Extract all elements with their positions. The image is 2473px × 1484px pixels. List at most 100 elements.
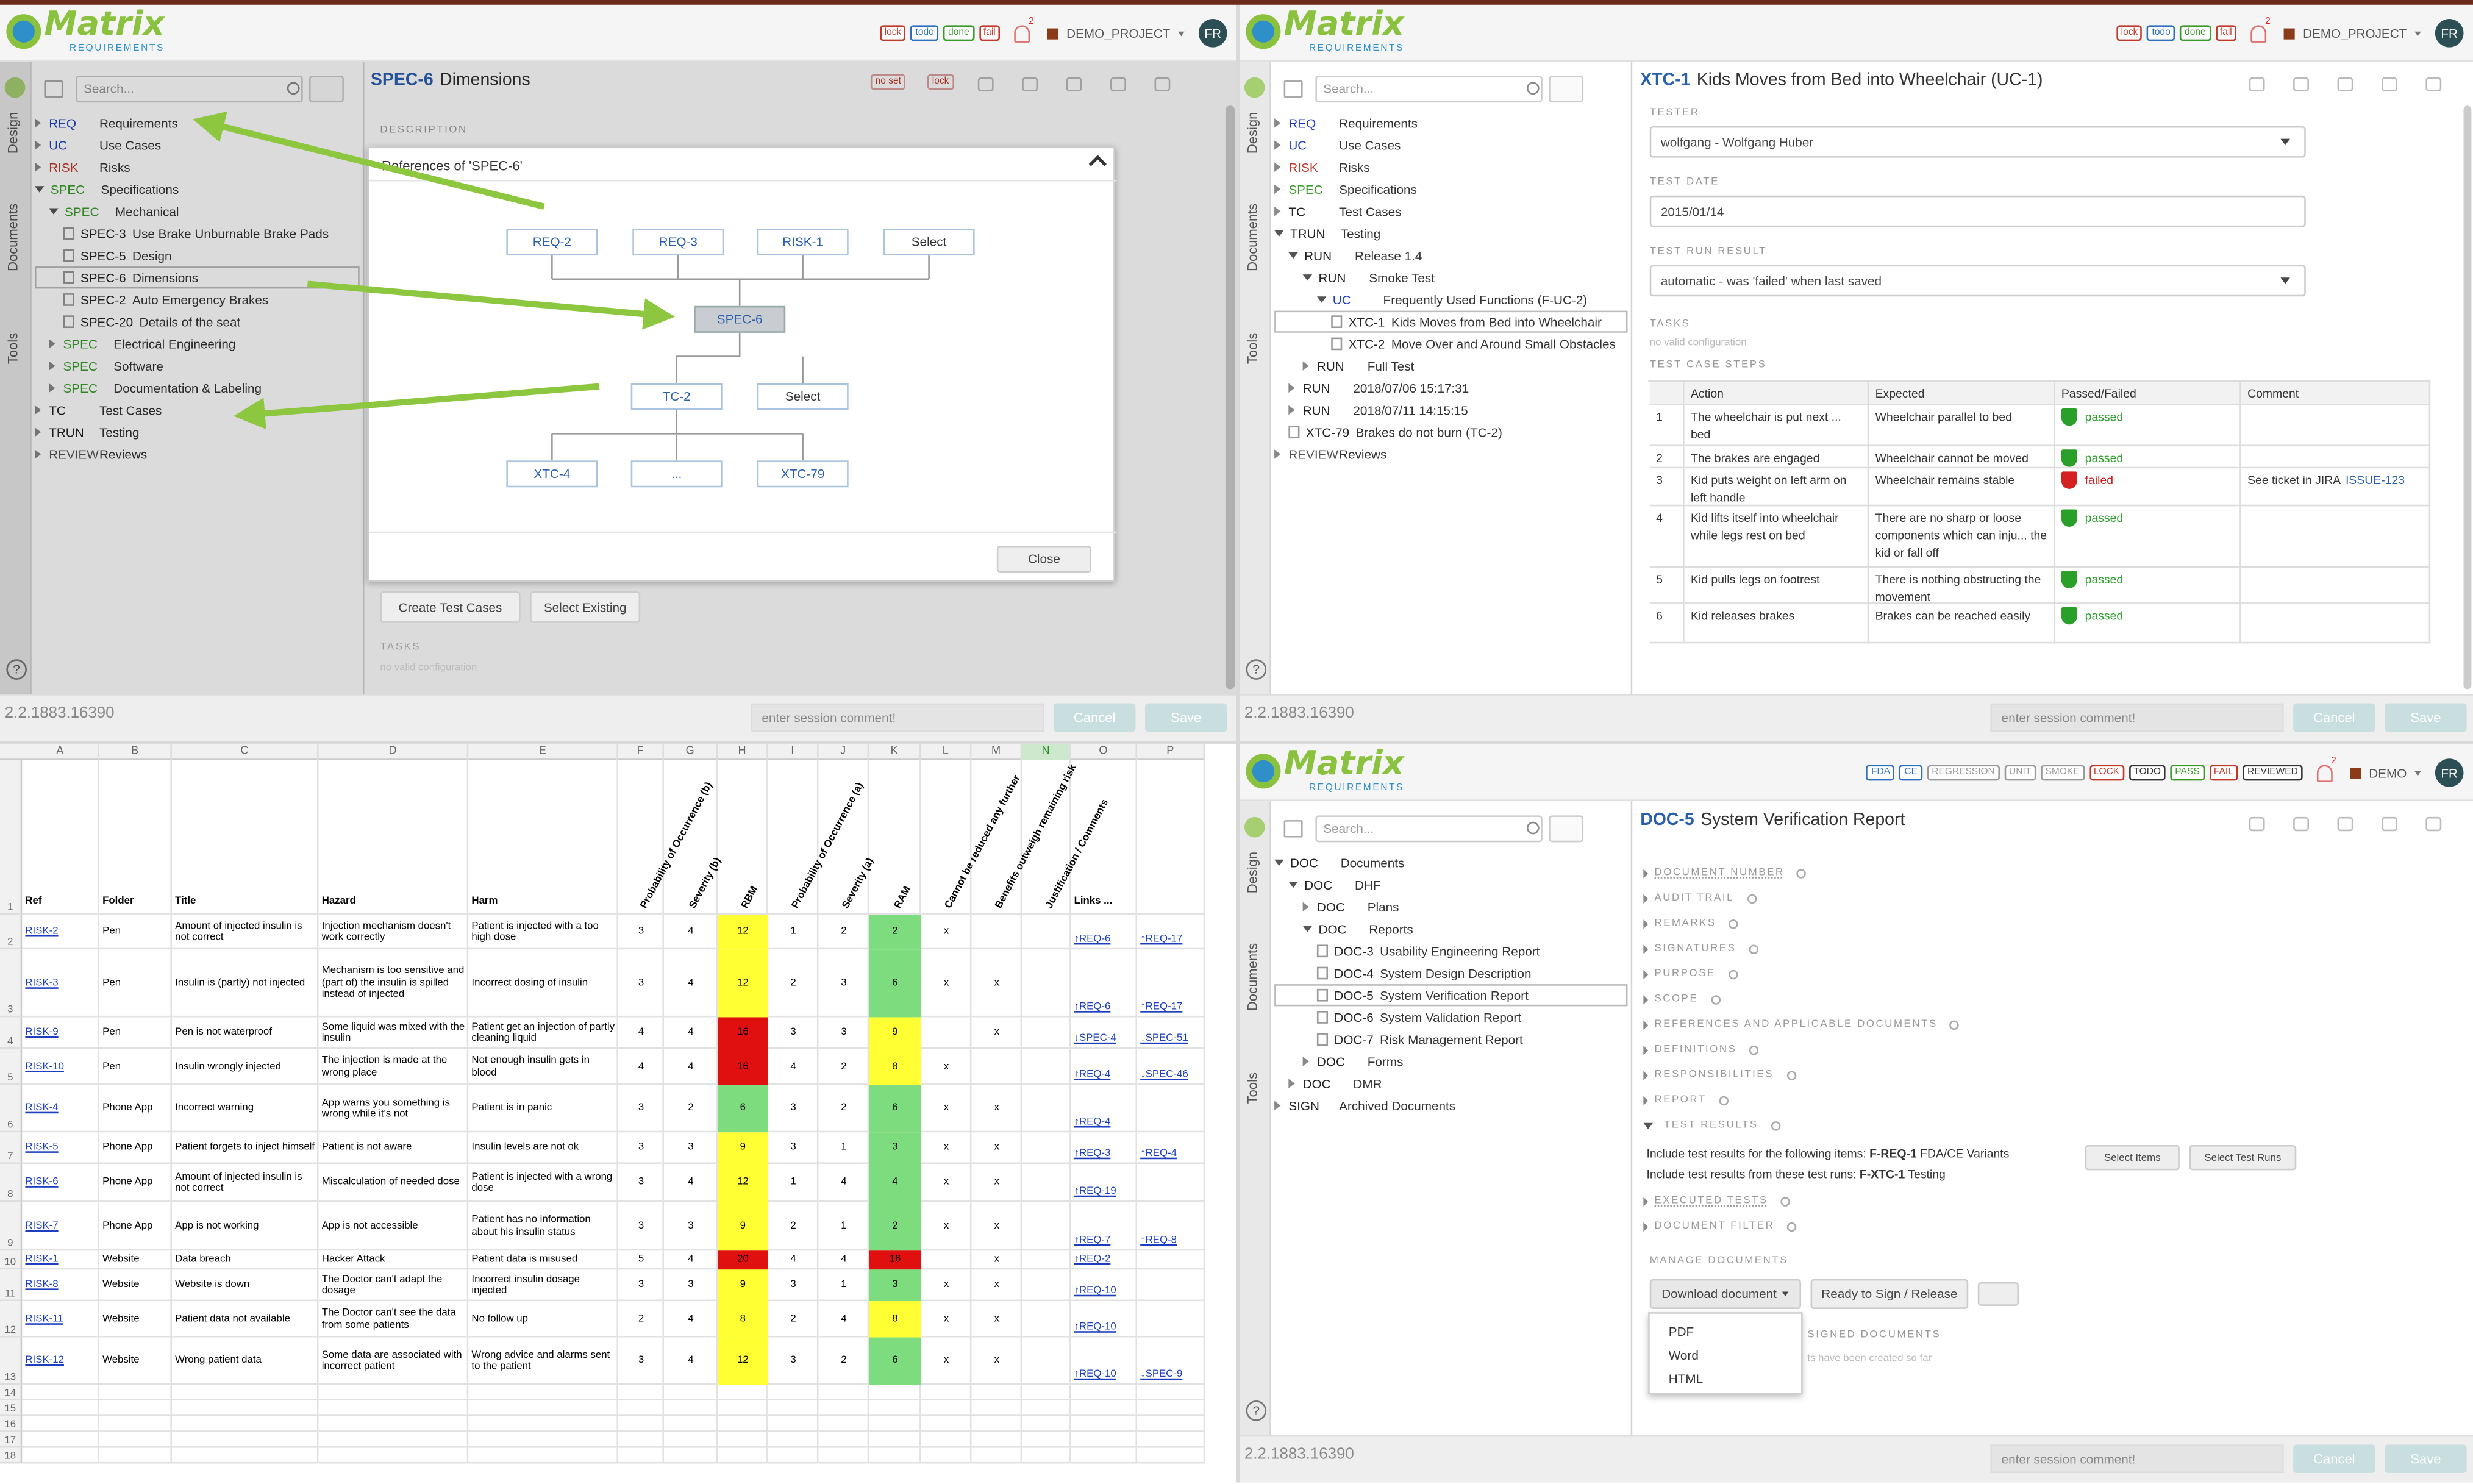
menu-item[interactable]: HTML (1668, 1372, 1704, 1386)
session-comment[interactable]: enter session comment! (1990, 1444, 2284, 1474)
search-box[interactable]: Search... (76, 76, 303, 103)
tag-filter[interactable]: PASS (2170, 765, 2205, 781)
section-label[interactable]: SCOPE (1654, 993, 1699, 1005)
tree-item[interactable]: RUN Smoke Test (1274, 266, 1627, 288)
tree-item[interactable]: REVIEW Reviews (34, 443, 360, 465)
trace-link[interactable]: ↓SPEC-4 (1074, 1033, 1116, 1044)
section-label[interactable]: EXECUTED TESTS (1654, 1195, 1768, 1207)
risk-link[interactable]: RISK-6 (25, 1177, 59, 1188)
tree-item[interactable]: DOC-3 Usability Engineering Report (1274, 940, 1627, 962)
user-avatar[interactable]: FR (2435, 758, 2464, 787)
tree-item[interactable]: DOC-6 System Validation Report (1274, 1006, 1627, 1028)
tree-item[interactable]: RUN 2018/07/06 15:17:31 (1274, 377, 1627, 399)
cancel-button[interactable]: Cancel (1053, 703, 1136, 732)
tree-item[interactable]: DOC DHF (1274, 874, 1627, 896)
tree-item[interactable]: DOC Documents (1274, 852, 1627, 874)
tag-filter[interactable]: UNIT (2004, 765, 2036, 781)
action-button[interactable]: Select Existing (530, 591, 641, 623)
notifications[interactable]: 2 (2316, 756, 2336, 782)
tree-item[interactable]: SPEC-6 Dimensions (34, 266, 360, 289)
tag-filter[interactable]: fail (979, 25, 1001, 41)
tree-item[interactable]: REVIEW Reviews (1274, 443, 1627, 465)
project-name[interactable]: DEMO_PROJECT (1066, 26, 1171, 40)
tag-filter[interactable]: done (2180, 25, 2211, 41)
tree-item[interactable]: DOC Forms (1274, 1051, 1627, 1072)
tree-item[interactable]: XTC-2 Move Over and Around Small Obstacle… (1274, 333, 1627, 355)
trace-link[interactable]: ↑REQ-17 (1140, 933, 1183, 945)
tree-item[interactable]: SPEC-2 Auto Emergency Brakes (35, 288, 360, 310)
reference-node[interactable]: REQ-2 (506, 229, 598, 256)
select-button[interactable]: Select Test Runs (2189, 1144, 2297, 1171)
reference-node[interactable]: SPEC-6 (694, 305, 786, 333)
action-button[interactable]: Create Test Cases (380, 591, 521, 623)
trace-link[interactable]: ↑REQ-7 (1074, 1235, 1111, 1246)
section-label[interactable]: RESPONSIBILITIES (1654, 1069, 1774, 1080)
risk-link[interactable]: RISK-12 (25, 1355, 64, 1366)
notifications[interactable]: 2 (1014, 16, 1034, 42)
section-label[interactable]: AUDIT TRAIL (1654, 893, 1735, 904)
tree-item[interactable]: SPEC-5 Design (35, 244, 360, 266)
field-input[interactable]: 2015/01/14 (1649, 195, 2306, 227)
tree-item[interactable]: RISK Risks (34, 156, 360, 178)
save-button[interactable]: Save (1144, 703, 1227, 732)
project-name[interactable]: DEMO (2369, 765, 2407, 780)
risk-link[interactable]: RISK-3 (25, 977, 59, 989)
save-button[interactable]: Save (2385, 703, 2467, 732)
section-label[interactable]: DOCUMENT FILTER (1654, 1221, 1775, 1232)
tree-item[interactable]: SPEC Mechanical (35, 201, 360, 223)
tree-item[interactable]: TRUN Testing (1274, 223, 1627, 244)
tree-item[interactable]: SPEC Specifications (34, 178, 360, 200)
section-label[interactable]: SIGNATURES (1654, 943, 1736, 954)
risk-link[interactable]: RISK-1 (25, 1254, 59, 1266)
section-label[interactable]: TEST RESULTS (1664, 1119, 1758, 1131)
tag-filter[interactable]: lock (2116, 25, 2143, 41)
tag-filter[interactable]: REVIEWED (2243, 765, 2303, 781)
tag-filter[interactable]: CE (1899, 765, 1922, 781)
trace-link[interactable]: ↑REQ-4 (1074, 1116, 1111, 1128)
tree-item[interactable]: TC Test Cases (1274, 201, 1627, 223)
search-box[interactable]: Search... (1315, 815, 1543, 843)
section-label[interactable]: REMARKS (1654, 918, 1716, 929)
tree-item[interactable]: RUN Release 1.4 (1274, 244, 1627, 266)
tree-item[interactable]: SPEC Software (35, 355, 360, 377)
tree-item[interactable]: DOC-4 System Design Description (1274, 962, 1627, 984)
side-tab[interactable]: Design (1244, 851, 1260, 894)
section-label[interactable]: DEFINITIONS (1654, 1044, 1737, 1055)
side-tab[interactable]: Design (1244, 112, 1260, 154)
field-input[interactable]: wolfgang - Wolfgang Huber (1649, 126, 2306, 158)
tree-item[interactable]: SPEC-3 Use Brake Unburnable Brake Pads (35, 223, 360, 244)
tag-filter[interactable]: done (943, 25, 974, 41)
tag-filter[interactable]: FDA (1866, 765, 1895, 781)
tree-item[interactable]: SPEC Documentation & Labeling (35, 377, 360, 399)
risk-link[interactable]: RISK-11 (25, 1313, 63, 1325)
trace-link[interactable]: ↑REQ-10 (1074, 1321, 1116, 1333)
trace-link[interactable]: ↑REQ-3 (1074, 1148, 1111, 1160)
session-comment[interactable]: enter session comment! (1990, 703, 2284, 732)
settings-button[interactable] (1977, 1282, 2019, 1306)
reference-node[interactable]: REQ-3 (632, 229, 724, 256)
tree-item[interactable]: UC Frequently Used Functions (F-UC-2) (1274, 288, 1627, 310)
trace-link[interactable]: ↑REQ-19 (1074, 1186, 1116, 1197)
tree-item[interactable]: DOC Plans (1274, 896, 1627, 918)
risk-link[interactable]: RISK-7 (25, 1220, 59, 1232)
risk-link[interactable]: RISK-8 (25, 1279, 59, 1291)
user-avatar[interactable]: FR (1198, 19, 1227, 48)
tree-item[interactable]: SPEC Specifications (1274, 178, 1627, 200)
tag-filter[interactable]: lock (879, 25, 907, 41)
comment-link[interactable]: ISSUE-123 (2345, 473, 2405, 488)
tree-item[interactable]: XTC-1 Kids Moves from Bed into Wheelchair (1274, 310, 1628, 333)
trace-link[interactable]: ↑REQ-17 (1140, 1001, 1183, 1013)
section-label[interactable]: REPORT (1654, 1094, 1707, 1106)
section-label[interactable]: PURPOSE (1654, 968, 1716, 980)
reference-node[interactable]: XTC-79 (757, 460, 849, 488)
risk-link[interactable]: RISK-10 (25, 1061, 64, 1072)
tag-filter[interactable]: fail (2215, 25, 2237, 41)
notifications[interactable]: 2 (2250, 16, 2271, 42)
section-label[interactable]: DOCUMENT NUMBER (1654, 867, 1785, 879)
menu-item[interactable]: Word (1668, 1348, 1699, 1363)
cancel-button[interactable]: Cancel (2293, 1444, 2375, 1474)
tree-item[interactable]: RISK Risks (1274, 156, 1627, 178)
tree-item[interactable]: SPEC Electrical Engineering (35, 333, 360, 355)
tree-item[interactable]: XTC-79 Brakes do not burn (TC-2) (1274, 421, 1627, 443)
side-tab[interactable]: Tools (1244, 332, 1260, 365)
